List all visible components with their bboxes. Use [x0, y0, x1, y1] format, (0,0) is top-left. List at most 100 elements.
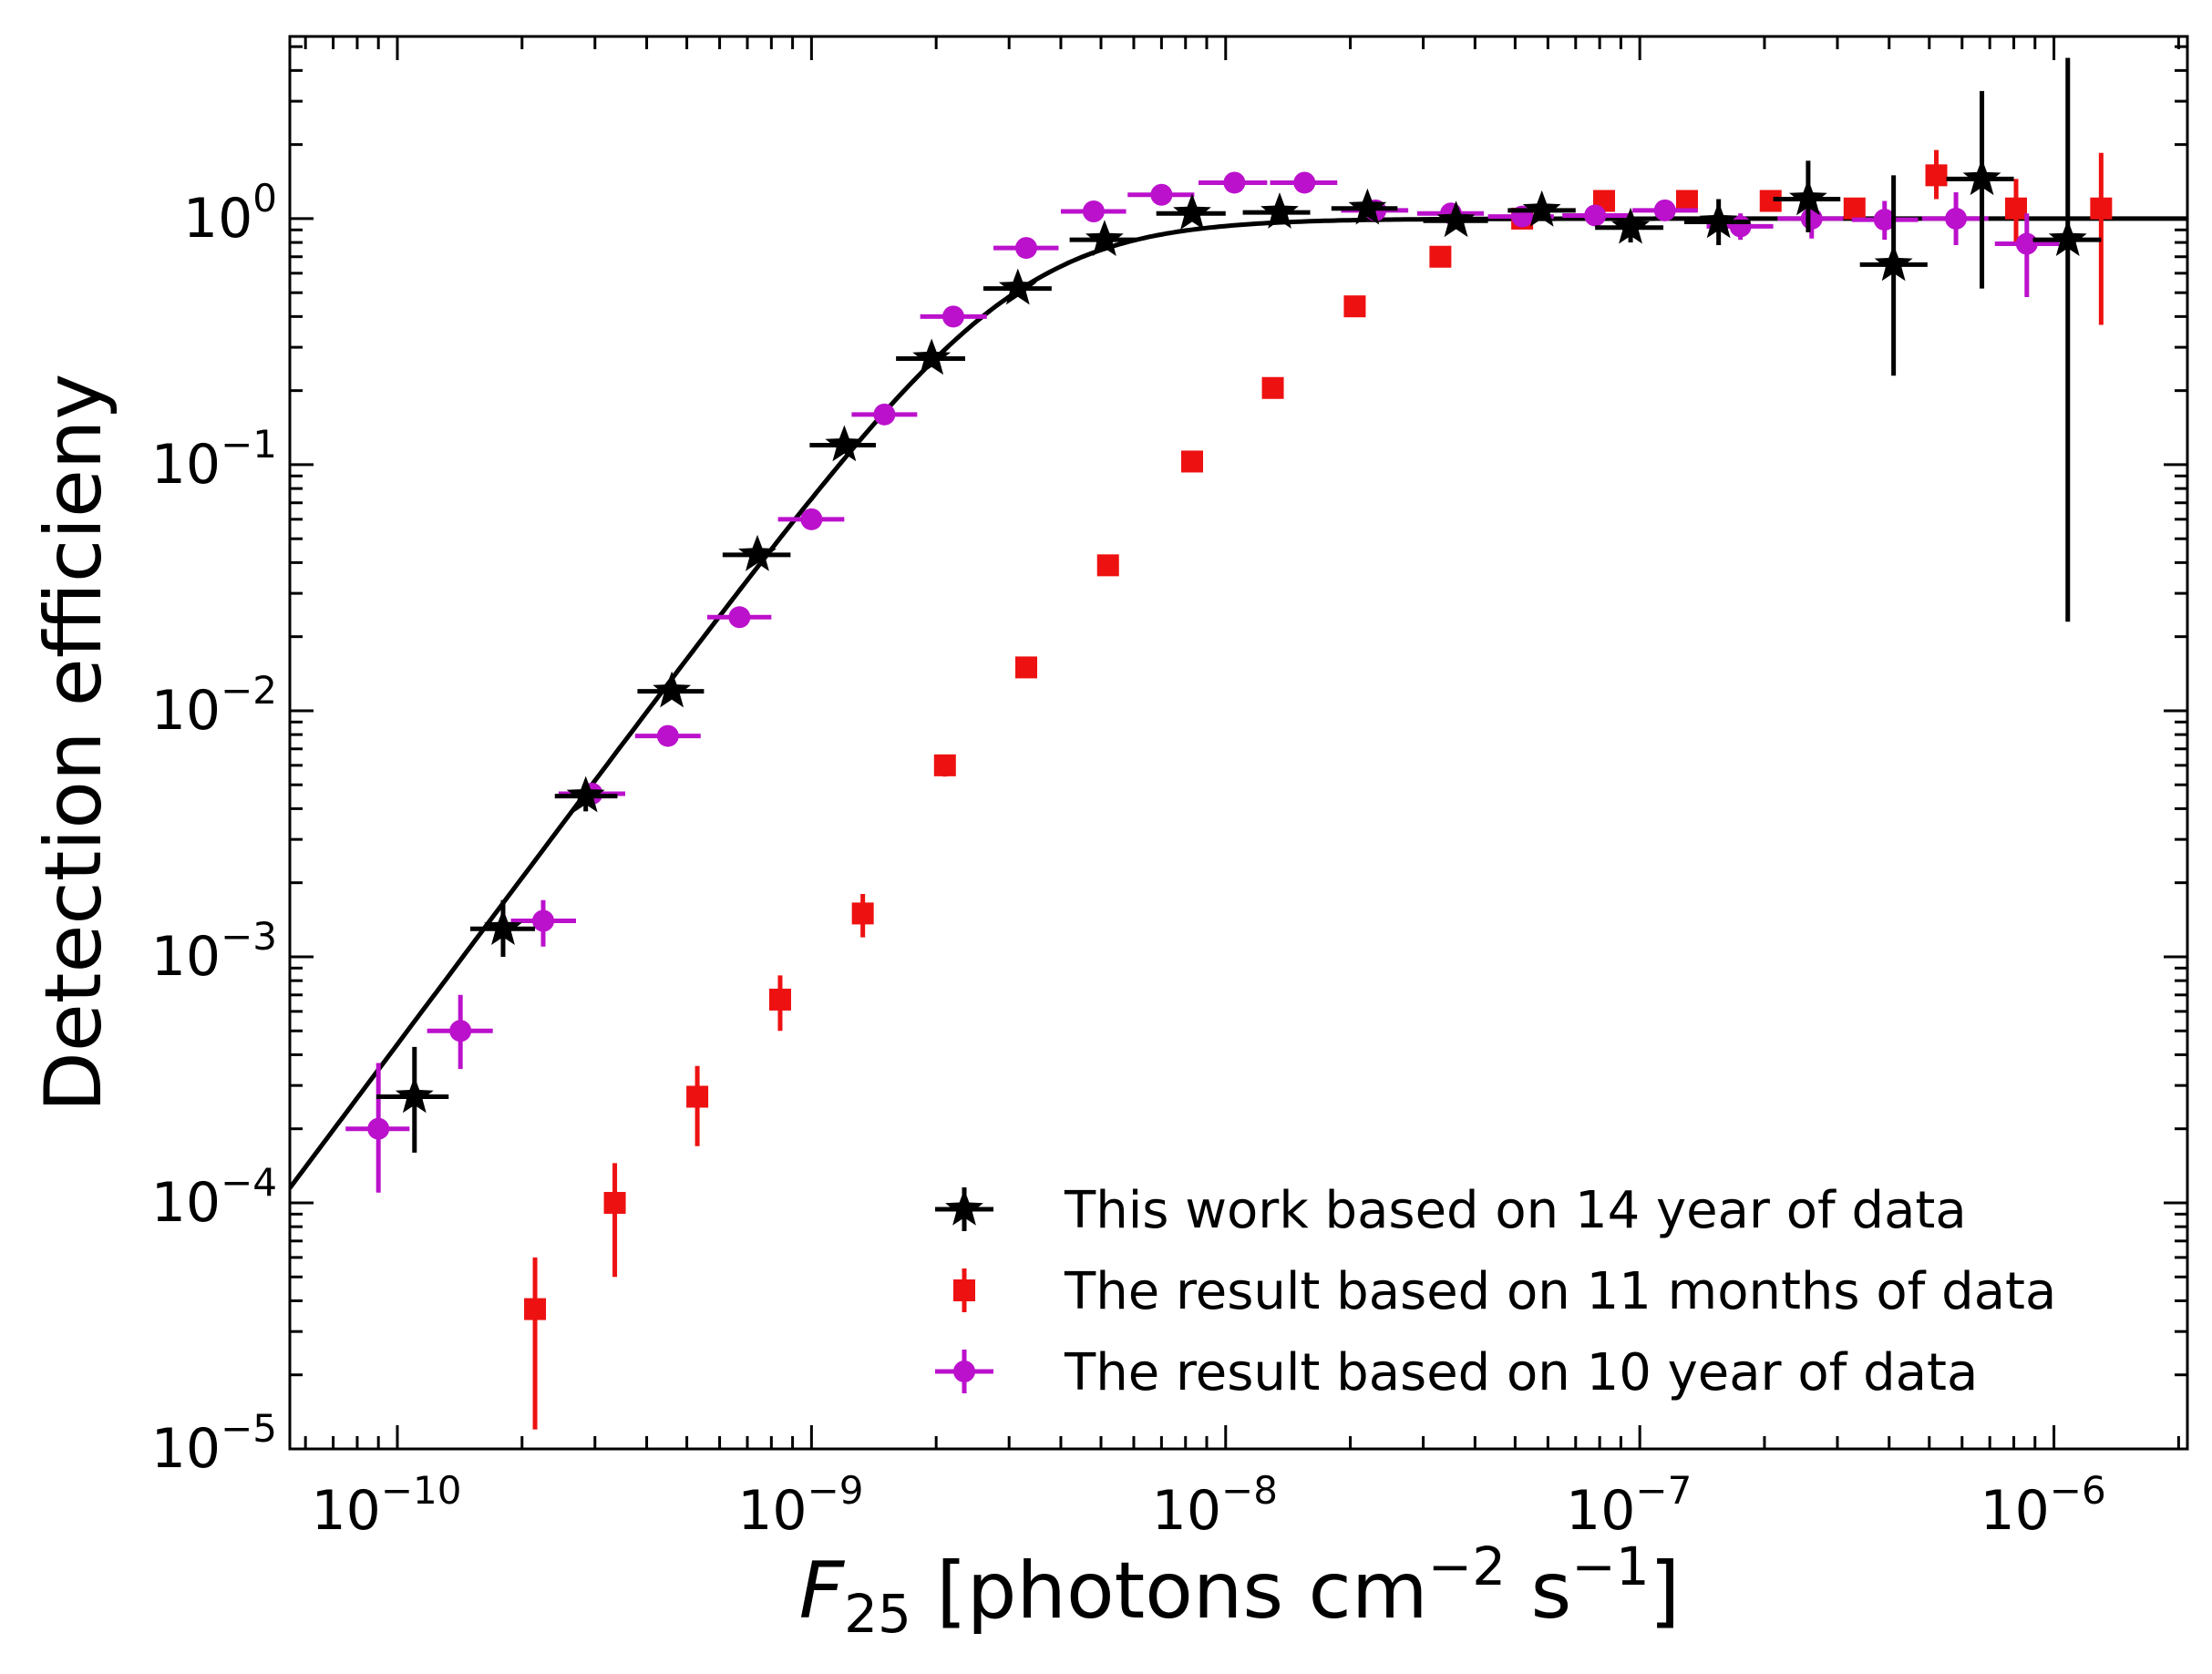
y-axis-label: Detection efficieny — [28, 374, 119, 1113]
data-point-square — [1925, 149, 1948, 200]
data-point-square — [1261, 376, 1284, 399]
marker-square — [1429, 245, 1452, 268]
marker-square — [933, 754, 956, 776]
marker-square — [603, 1191, 626, 1214]
marker-circle — [2015, 232, 2038, 255]
marker-circle — [1945, 207, 1968, 230]
data-point-star — [1242, 192, 1311, 229]
marker-square — [1181, 450, 1204, 473]
data-point-star — [896, 338, 965, 375]
data-point-star — [1859, 175, 1928, 376]
marker-star — [2048, 220, 2087, 256]
legend-label: The result based on 10 year of data — [1064, 1343, 1978, 1402]
x-axis-label-units: [photons cm — [911, 1546, 1428, 1637]
data-point-circle — [1994, 213, 2060, 297]
data-point-square — [1014, 656, 1037, 679]
data-point-star — [376, 1046, 449, 1153]
x-axis-label-sup-1: −2 — [1428, 1535, 1507, 1597]
data-point-square — [851, 894, 874, 938]
marker-circle — [1800, 207, 1823, 230]
data-point-circle — [1270, 171, 1338, 194]
marker-circle — [1584, 204, 1607, 227]
data-point-square — [686, 1065, 709, 1146]
x-tick-label-exponent: −6 — [2050, 1468, 2106, 1513]
y-tick-label-exponent: 0 — [252, 176, 277, 221]
data-point-circle — [1060, 200, 1127, 222]
y-tick-label: 10−4 — [151, 1160, 277, 1235]
x-axis-label-units-mid: s — [1506, 1546, 1571, 1637]
marker-circle — [449, 1020, 472, 1042]
data-point-circle — [510, 899, 576, 947]
y-tick-label: 10−3 — [151, 914, 277, 989]
x-axis-label: F25 [photons cm−2 s−1] — [799, 1535, 1681, 1645]
y-tick-label: 100 — [183, 176, 277, 251]
legend-entry: The result based on 11 months of data — [953, 1262, 2056, 1321]
plot-frame — [288, 35, 2189, 1451]
y-tick-label-exponent: −2 — [221, 668, 277, 713]
y-tick-label-base: 10 — [151, 1171, 221, 1235]
marker-circle — [1082, 200, 1105, 222]
marker-circle — [1873, 209, 1896, 231]
data-point-square — [1843, 197, 1866, 220]
marker-square — [2004, 197, 2027, 220]
data-point-square — [933, 754, 956, 777]
marker-star — [912, 338, 952, 375]
data-point-star — [1683, 199, 1751, 246]
y-tick-label: 10−5 — [151, 1406, 277, 1481]
marker-square — [686, 1085, 709, 1108]
marker-star — [1789, 179, 1827, 216]
x-tick-label-base: 10 — [311, 1479, 380, 1543]
marker-star — [1436, 200, 1476, 238]
marker-square — [1343, 295, 1366, 318]
data-point-circle — [777, 508, 845, 530]
x-tick-label: 10−9 — [737, 1468, 863, 1543]
y-tick-label-exponent: −3 — [221, 914, 277, 959]
marker-star — [998, 268, 1037, 305]
marker-star — [484, 909, 522, 945]
data-point-circle — [1127, 183, 1195, 206]
legend-marker-square — [953, 1279, 975, 1301]
data-point-square — [1343, 295, 1366, 318]
data-point-star — [1507, 190, 1576, 227]
x-tick-label-base: 10 — [1152, 1479, 1221, 1543]
x-tick-label: 10−10 — [311, 1468, 461, 1543]
x-tick-label: 10−8 — [1152, 1468, 1278, 1543]
data-point-star — [1946, 90, 2014, 289]
data-point-circle — [427, 994, 493, 1070]
marker-square — [768, 988, 791, 1011]
data-point-square — [1181, 450, 1204, 473]
marker-circle — [941, 305, 964, 328]
data-point-star — [1595, 207, 1664, 244]
data-point-star — [1423, 200, 1488, 238]
data-point-circle — [706, 606, 772, 629]
data-point-circle — [634, 724, 701, 747]
plot-content — [290, 57, 2187, 1430]
marker-square — [524, 1298, 547, 1320]
marker-star — [1699, 201, 1738, 239]
data-point-star — [637, 671, 705, 708]
marker-circle — [873, 403, 896, 426]
marker-star — [1522, 190, 1561, 227]
data-point-star — [554, 775, 618, 813]
data-point-square — [603, 1163, 626, 1278]
x-tick-label-exponent: −9 — [808, 1468, 864, 1513]
legend-label: The result based on 11 months of data — [1064, 1262, 2056, 1321]
data-point-star — [1331, 188, 1398, 225]
x-tick-label-base: 10 — [1980, 1479, 2049, 1543]
y-tick-label: 10−1 — [151, 422, 277, 497]
data-point-circle — [345, 1063, 410, 1193]
data-point-circle — [1562, 204, 1629, 227]
marker-star — [1260, 192, 1299, 229]
x-axis-label-subscript: 25 — [844, 1583, 911, 1645]
data-point-circle — [920, 305, 987, 328]
data-point-circle — [1851, 200, 1919, 241]
data-point-circle — [993, 237, 1059, 260]
marker-star — [1962, 159, 2001, 196]
marker-star — [1611, 207, 1650, 244]
marker-square — [851, 902, 874, 925]
marker-square — [1014, 656, 1037, 679]
legend-entry: The result based on 10 year of data — [935, 1343, 1978, 1402]
y-tick-label-base: 10 — [151, 925, 221, 989]
y-tick-label-base: 10 — [151, 1417, 221, 1481]
marker-circle — [1150, 183, 1173, 206]
